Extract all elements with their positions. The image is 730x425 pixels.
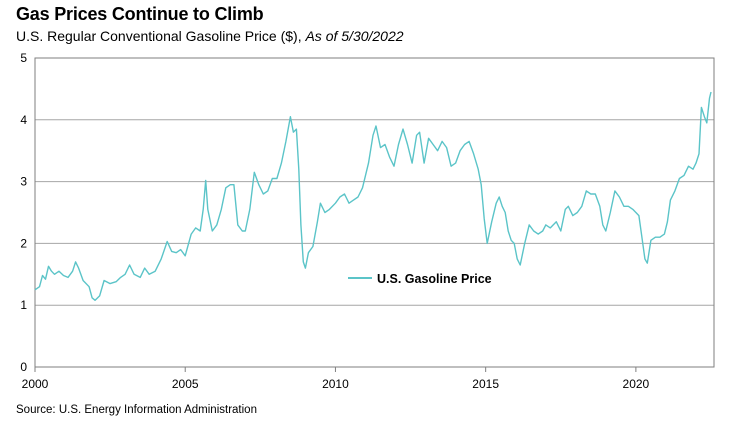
plot-frame xyxy=(34,57,715,368)
chart-title: Gas Prices Continue to Climb xyxy=(16,4,264,24)
x-tick-label: 2005 xyxy=(172,377,199,391)
y-tick-label: 2 xyxy=(20,236,27,250)
chart-subtitle: U.S. Regular Conventional Gasoline Price… xyxy=(16,28,404,44)
y-axis-ticks: 0 1 2 3 4 5 xyxy=(20,51,27,374)
x-tick-label: 2010 xyxy=(322,377,349,391)
gridlines xyxy=(35,119,714,306)
legend: U.S. Gasoline Price xyxy=(348,272,492,286)
y-tick-label: 5 xyxy=(20,51,27,65)
x-axis-ticks: 2000 2005 2010 2015 2020 xyxy=(22,367,650,391)
source-note: Source: U.S. Energy Information Administ… xyxy=(16,404,257,416)
y-tick-label: 4 xyxy=(20,113,27,127)
x-tick-label: 2015 xyxy=(472,377,499,391)
y-tick-label: 3 xyxy=(20,175,27,189)
y-tick-label: 1 xyxy=(20,298,27,312)
y-tick-label: 0 xyxy=(20,360,27,374)
x-tick-label: 2000 xyxy=(22,377,49,391)
x-tick-label: 2020 xyxy=(623,377,650,391)
series-line-us-gasoline-price xyxy=(34,91,712,301)
as-of-date: As of 5/30/2022 xyxy=(305,28,404,44)
legend-label: U.S. Gasoline Price xyxy=(377,272,492,286)
subtitle-text: U.S. Regular Conventional Gasoline Price… xyxy=(16,28,302,44)
